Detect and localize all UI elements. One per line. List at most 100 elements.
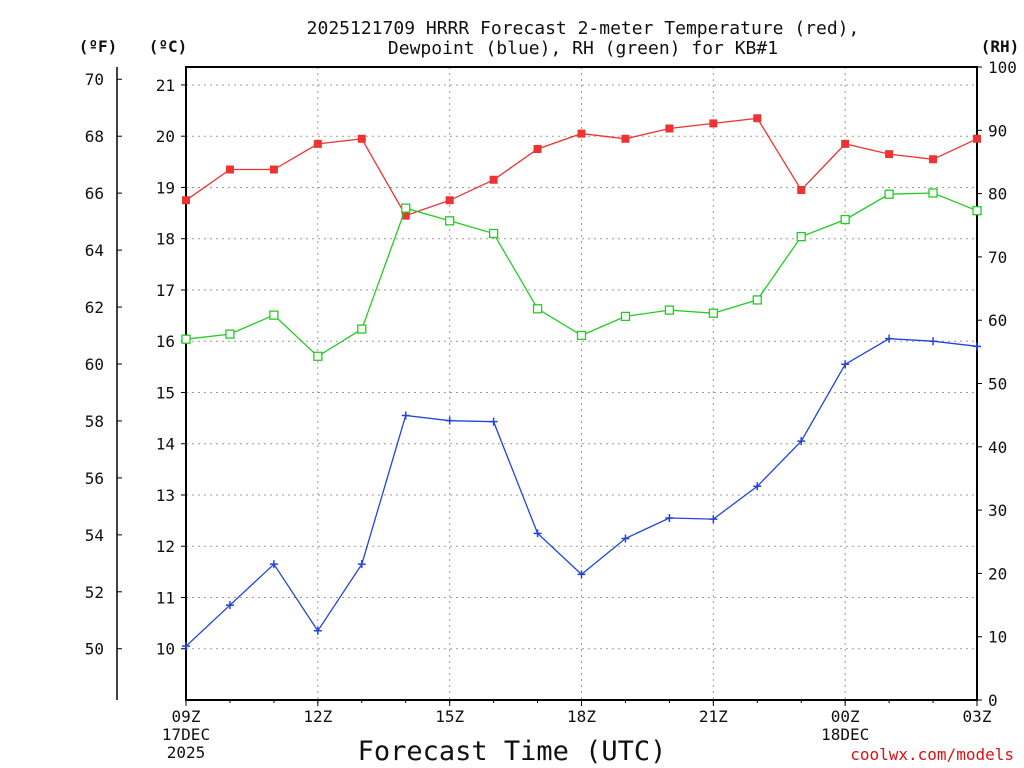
rh-tick-label: 50 xyxy=(988,375,1007,394)
dewpoint-point xyxy=(313,626,322,635)
temperature-point xyxy=(225,165,234,174)
x-axis-title: Forecast Time (UTC) xyxy=(358,736,667,767)
x-tick-label: 12Z xyxy=(303,707,332,726)
temperature-point xyxy=(182,196,190,205)
axes-layer: 10 11 12 13 14 15 16 17 18 19 20 21 50 52 54 56 58 60 62 64… xyxy=(85,58,1017,762)
dewpoint-point xyxy=(885,334,894,343)
dewpoint-point xyxy=(973,342,981,351)
x-tick-label: 21Z xyxy=(699,707,728,726)
fahrenheit-tick-label: 54 xyxy=(85,526,104,545)
x-tick-label: 2025 xyxy=(167,743,206,762)
rh-point xyxy=(532,304,543,314)
fahrenheit-tick-label: 50 xyxy=(85,640,104,659)
x-tick-label: 17DEC xyxy=(162,725,210,744)
rh-tick-label: 70 xyxy=(988,248,1007,267)
rh-point xyxy=(620,311,631,322)
x-tick-label: 18DEC xyxy=(821,725,869,744)
dewpoint-point xyxy=(577,570,586,579)
celsius-tick-label: 15 xyxy=(156,383,175,402)
rh-point xyxy=(357,324,367,334)
fahrenheit-tick-label: 64 xyxy=(85,241,104,260)
rh-point xyxy=(752,295,762,305)
fahrenheit-tick-label: 62 xyxy=(85,298,104,317)
temperature-point xyxy=(621,134,630,143)
temperature-point xyxy=(313,139,322,148)
temperature-point xyxy=(357,134,366,143)
rh-point xyxy=(928,188,938,198)
dewpoint-point xyxy=(929,337,938,346)
dewpoint-point xyxy=(621,534,630,543)
fahrenheit-tick-label: 66 xyxy=(85,184,104,203)
dewpoint-point xyxy=(533,529,542,538)
x-tick-label: 15Z xyxy=(435,707,464,726)
temperature-point xyxy=(929,155,938,164)
temperature-point xyxy=(709,119,718,128)
fahrenheit-tick-label: 68 xyxy=(85,127,104,146)
rh-point xyxy=(401,203,411,213)
celsius-tick-label: 11 xyxy=(156,588,175,607)
rh-point xyxy=(445,216,455,226)
dewpoint-point xyxy=(709,515,718,524)
chart-title-line-1: 2025121709 HRRR Forecast 2-meter Tempera… xyxy=(307,18,860,39)
fahrenheit-tick-label: 60 xyxy=(85,355,104,374)
rh-point xyxy=(576,330,587,341)
celsius-tick-label: 10 xyxy=(156,640,175,659)
dewpoint-point xyxy=(401,411,410,420)
dewpoint-point xyxy=(269,560,278,569)
credit-label: coolwx.com/models xyxy=(850,745,1014,764)
rh-point xyxy=(488,228,499,239)
x-tick-label: 00Z xyxy=(831,707,860,726)
rh-tick-label: 20 xyxy=(988,564,1007,583)
rh-tick-label: 0 xyxy=(988,691,998,710)
celsius-tick-label: 13 xyxy=(156,486,175,505)
rh-point xyxy=(269,310,279,320)
rh-point xyxy=(840,214,850,225)
x-tick-label: 18Z xyxy=(567,707,596,726)
celsius-tick-label: 16 xyxy=(156,332,175,351)
grid-layer xyxy=(186,67,977,700)
rh-tick-label: 80 xyxy=(988,185,1007,204)
rh-point xyxy=(181,334,191,344)
celsius-tick-label: 17 xyxy=(156,281,175,300)
rh-tick-label: 100 xyxy=(988,58,1017,77)
temperature-point xyxy=(841,139,850,148)
rh-point xyxy=(313,351,323,361)
celsius-tick-label: 14 xyxy=(156,435,175,454)
temperature-point xyxy=(665,124,674,133)
celsius-unit-label: (ºC) xyxy=(149,37,188,56)
dewpoint-point xyxy=(753,482,762,491)
temperature-point xyxy=(973,134,981,143)
rh-point xyxy=(796,231,806,242)
x-tick-label: 09Z xyxy=(172,707,201,726)
dewpoint-point xyxy=(665,514,674,523)
fahrenheit-tick-label: 56 xyxy=(85,469,104,488)
celsius-tick-label: 19 xyxy=(156,178,175,197)
fahrenheit-tick-label: 58 xyxy=(85,412,104,431)
rh-point xyxy=(884,189,894,199)
fahrenheit-tick-label: 52 xyxy=(85,583,104,602)
temperature-point xyxy=(445,196,454,205)
celsius-tick-label: 12 xyxy=(156,537,175,556)
dewpoint-point xyxy=(489,417,498,426)
rh-tick-label: 10 xyxy=(988,628,1007,647)
rh-tick-label: 90 xyxy=(988,121,1007,140)
rh-point xyxy=(225,329,235,339)
dewpoint-series-line xyxy=(185,338,978,647)
rh-tick-label: 30 xyxy=(988,501,1007,520)
rh-point xyxy=(664,305,675,315)
rh-tick-label: 40 xyxy=(988,438,1007,457)
dewpoint-point xyxy=(841,360,850,369)
celsius-tick-label: 18 xyxy=(156,230,175,249)
temperature-point xyxy=(533,145,542,154)
temperature-point xyxy=(753,114,762,123)
fahrenheit-unit-label: (ºF) xyxy=(79,37,118,56)
temperature-point xyxy=(885,150,894,159)
fahrenheit-tick-label: 70 xyxy=(85,70,104,89)
rh-unit-label: (RH) xyxy=(981,37,1020,56)
rh-tick-label: 60 xyxy=(988,311,1007,330)
chart-title-line-2: Dewpoint (blue), RH (green) for KB#1 xyxy=(388,38,778,59)
dewpoint-point xyxy=(797,437,806,446)
dewpoint-point xyxy=(182,642,190,651)
dewpoint-point xyxy=(357,560,366,569)
